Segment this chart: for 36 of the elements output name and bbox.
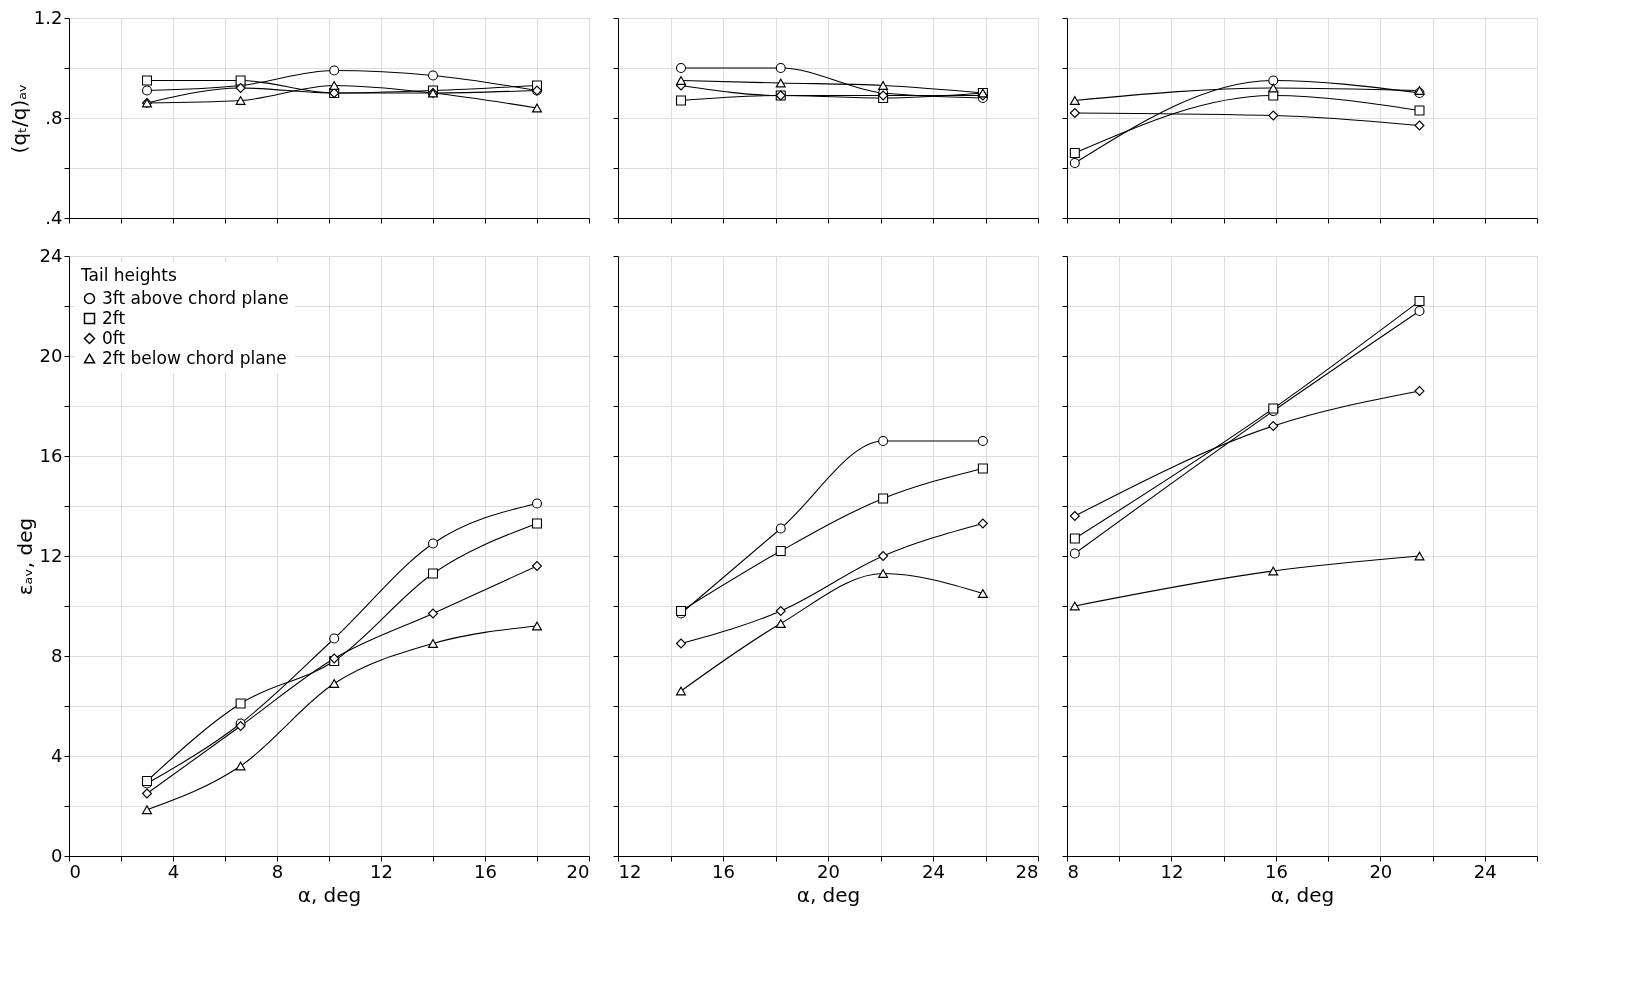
x-tick-label: 16 — [474, 860, 497, 882]
x-tick-label: 8 — [271, 860, 284, 882]
x-tick-label: 12 — [370, 860, 393, 882]
y-tick-label: 1.2 — [33, 6, 63, 28]
x-tick-label: 28 — [1015, 860, 1039, 882]
x-axis-title: α, deg — [1270, 882, 1335, 907]
y-tick-label: 8 — [51, 644, 63, 666]
x-tick-label: 20 — [566, 860, 590, 882]
y-tick-label: 16 — [39, 444, 63, 466]
legend-label: 2ft — [102, 307, 126, 328]
y-axis-title: (qₜ/q)ₐᵥ — [6, 83, 31, 154]
x-tick-label: 20 — [1369, 860, 1393, 882]
y-axis-title: εₐᵥ, deg — [12, 517, 37, 596]
legend-label: 2ft below chord plane — [102, 347, 287, 368]
x-tick-label: 20 — [817, 860, 840, 882]
x-tick-label: 12 — [1160, 860, 1184, 882]
y-tick-label: 0 — [51, 844, 63, 866]
x-tick-label: 16 — [712, 860, 735, 882]
legend-label: 3ft above chord plane — [102, 287, 289, 308]
x-axis-title: α, deg — [796, 882, 861, 907]
y-tick-label: 24 — [39, 244, 63, 266]
x-tick-label: 0 — [69, 860, 81, 882]
y-tick-label: .4 — [45, 206, 63, 228]
x-tick-label: 24 — [1473, 860, 1497, 882]
y-tick-label: .8 — [45, 106, 63, 128]
y-tick-label: 12 — [39, 544, 63, 566]
x-axis-title: α, deg — [297, 882, 362, 907]
x-tick-label: 12 — [618, 860, 642, 882]
x-tick-label: 16 — [1264, 860, 1288, 882]
y-tick-label: 20 — [39, 344, 63, 366]
legend-label: 0ft — [102, 327, 126, 348]
x-tick-label: 24 — [922, 860, 945, 882]
legend-title: Tail heights — [80, 265, 178, 285]
y-tick-label: 4 — [51, 744, 63, 766]
x-tick-label: 4 — [167, 860, 180, 882]
x-tick-label: 8 — [1067, 860, 1079, 882]
